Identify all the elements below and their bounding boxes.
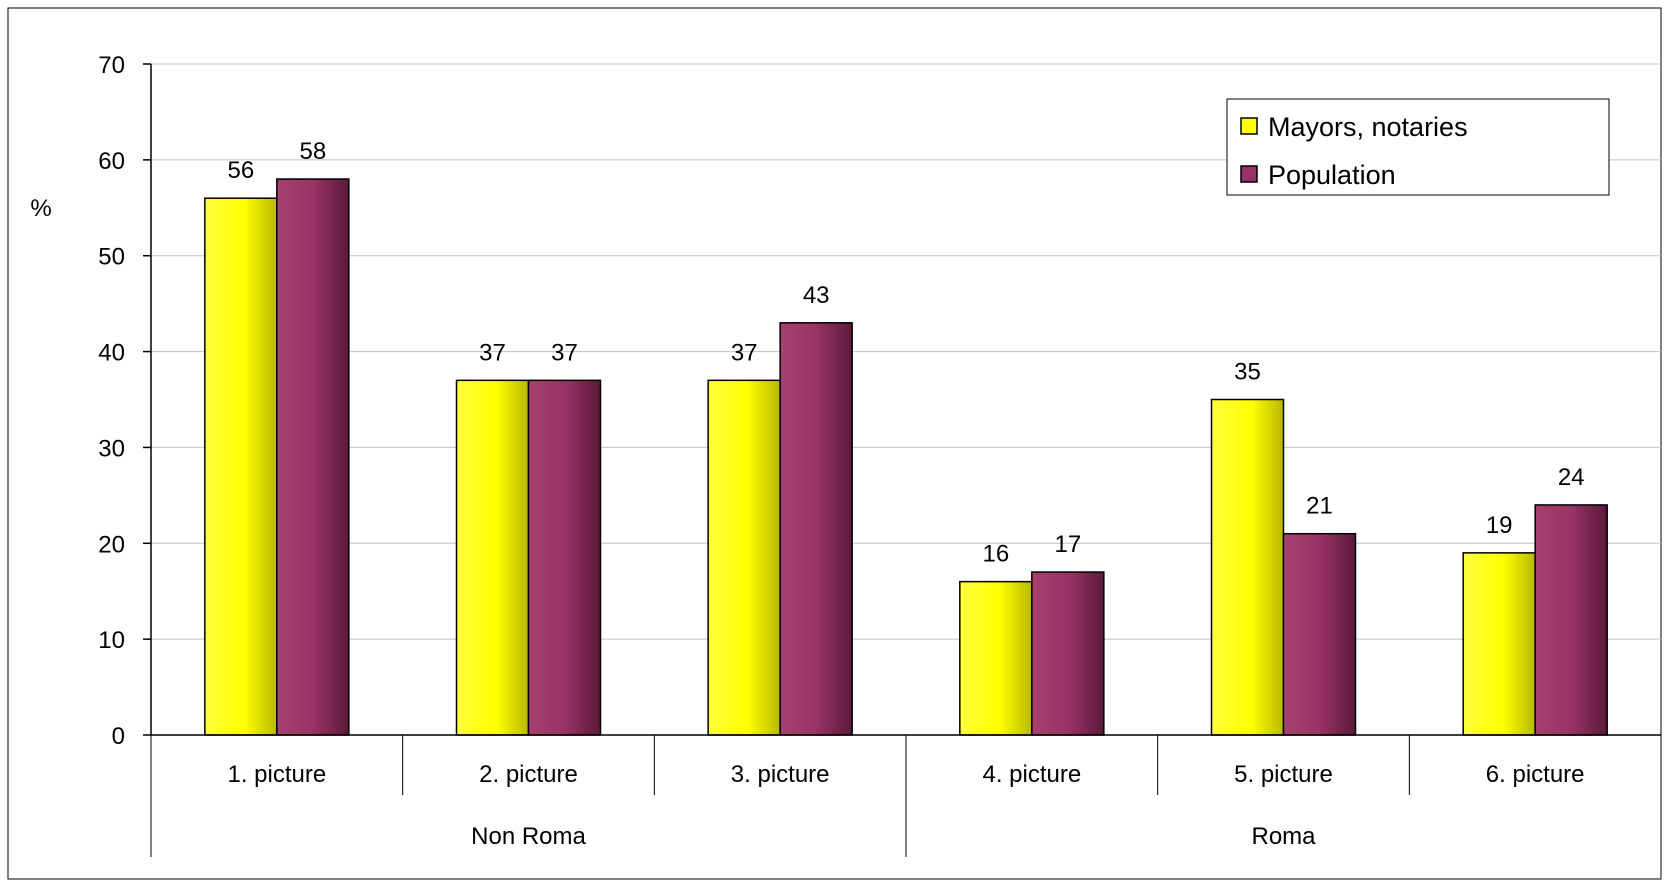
x-tick-label: 4. picture bbox=[982, 761, 1081, 788]
data-label: 58 bbox=[299, 138, 326, 165]
bar-mayors bbox=[1210, 398, 1285, 736]
legend-swatch-population bbox=[1240, 165, 1258, 183]
data-label: 43 bbox=[803, 282, 830, 309]
legend-swatch-mayors bbox=[1240, 117, 1258, 135]
data-label: 19 bbox=[1486, 512, 1513, 539]
x-tick-label: 1. picture bbox=[227, 761, 326, 788]
bar-mayors bbox=[455, 379, 530, 736]
x-tick-label: 3. picture bbox=[731, 761, 830, 788]
bar-population bbox=[276, 178, 350, 736]
bar-population bbox=[1282, 532, 1357, 736]
y-tick-label: 70 bbox=[98, 52, 125, 79]
data-label: 21 bbox=[1306, 493, 1333, 520]
bar-population bbox=[1534, 504, 1608, 736]
legend-box bbox=[1226, 98, 1610, 196]
data-label: 37 bbox=[551, 339, 578, 366]
data-label: 17 bbox=[1054, 531, 1081, 558]
data-labels: 56 58 37 37 37 43 16 17 35 21 19 24 bbox=[227, 138, 1584, 568]
bar-population bbox=[779, 322, 853, 736]
data-label: 56 bbox=[227, 157, 254, 184]
group-label: Non Roma bbox=[471, 823, 586, 850]
group-label: Roma bbox=[1251, 823, 1316, 850]
bar-population bbox=[527, 379, 602, 736]
x-tick-label: 6. picture bbox=[1486, 761, 1585, 788]
data-label: 24 bbox=[1558, 464, 1585, 491]
data-label: 35 bbox=[1234, 359, 1261, 386]
legend-label-population: Population bbox=[1268, 160, 1396, 190]
y-axis-label: % bbox=[30, 195, 51, 222]
bar-mayors bbox=[204, 197, 278, 736]
bars bbox=[204, 178, 1608, 736]
data-label: 16 bbox=[982, 541, 1009, 568]
y-tick-label: 40 bbox=[98, 340, 125, 367]
data-label: 37 bbox=[479, 339, 506, 366]
bar-mayors bbox=[959, 580, 1033, 736]
y-tick-label: 60 bbox=[98, 148, 125, 175]
x-tick-label: 5. picture bbox=[1234, 761, 1333, 788]
bar-mayors bbox=[1462, 552, 1536, 736]
legend: Mayors, notaries Population bbox=[1226, 98, 1610, 196]
data-label: 37 bbox=[731, 339, 758, 366]
y-tick-label: 10 bbox=[98, 627, 125, 654]
x-tick-label: 2. picture bbox=[479, 761, 578, 788]
axes: 0 10 20 30 40 50 60 70 1. picture 2. picture 3. pi… bbox=[98, 52, 1661, 857]
y-tick-label: 30 bbox=[98, 435, 125, 462]
y-tick-label: 50 bbox=[98, 244, 125, 271]
bar-mayors bbox=[707, 379, 781, 736]
y-tick-label: 0 bbox=[112, 723, 125, 750]
bar-population bbox=[1031, 571, 1105, 736]
legend-label-mayors: Mayors, notaries bbox=[1268, 112, 1468, 142]
y-tick-label: 20 bbox=[98, 531, 125, 558]
